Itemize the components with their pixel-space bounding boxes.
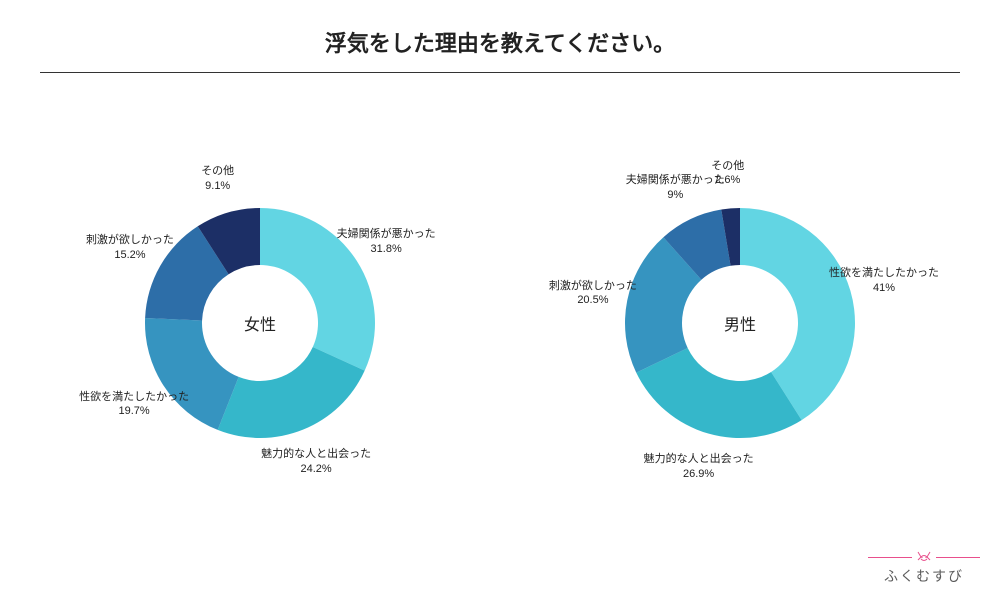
- slice-label: その他2.6%: [711, 159, 744, 189]
- slice-label: 夫婦関係が悪かった31.8%: [337, 227, 436, 257]
- slice-label: その他9.1%: [201, 164, 234, 194]
- slice-label: 性欲を満たしたかった19.7%: [79, 390, 189, 420]
- donut-slice: [636, 348, 801, 438]
- chart-female: 女性 夫婦関係が悪かった31.8% 魅力的な人と出会った24.2% 性欲を満たしたか…: [70, 133, 450, 513]
- slice-label: 魅力的な人と出会った24.2%: [261, 447, 371, 477]
- charts-container: 女性 夫婦関係が悪かった31.8% 魅力的な人と出会った24.2% 性欲を満たしたか…: [0, 133, 1000, 513]
- slice-label: 魅力的な人と出会った26.9%: [644, 452, 754, 482]
- slice-label: 刺激が欲しかった15.2%: [86, 233, 174, 263]
- page-title: 浮気をした理由を教えてください。: [0, 0, 1000, 72]
- chart-center-label: 女性: [244, 311, 276, 335]
- cat-icon: [915, 550, 933, 564]
- chart-center-label: 男性: [724, 311, 756, 335]
- slice-label: 性欲を満たしたかった41%: [829, 266, 939, 296]
- logo-text: ふくむすび: [868, 566, 980, 586]
- title-rule: [40, 72, 960, 73]
- chart-male: 男性 性欲を満たしたかった41%魅力的な人と出会った26.9%刺激が欲しかった2…: [550, 133, 930, 513]
- brand-logo: ふくむすび: [868, 550, 980, 586]
- slice-label: 刺激が欲しかった20.5%: [549, 279, 637, 309]
- logo-decoration: [868, 550, 980, 564]
- slice-label: 夫婦関係が悪かった9%: [626, 173, 725, 203]
- donut-slice: [218, 347, 365, 438]
